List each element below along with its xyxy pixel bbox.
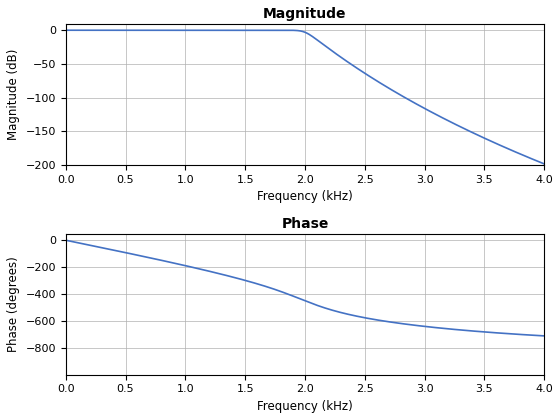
X-axis label: Frequency (kHz): Frequency (kHz) [257,400,353,413]
Title: Phase: Phase [281,217,329,231]
X-axis label: Frequency (kHz): Frequency (kHz) [257,190,353,203]
Y-axis label: Magnitude (dB): Magnitude (dB) [7,48,20,140]
Y-axis label: Phase (degrees): Phase (degrees) [7,256,20,352]
Title: Magnitude: Magnitude [263,7,347,21]
